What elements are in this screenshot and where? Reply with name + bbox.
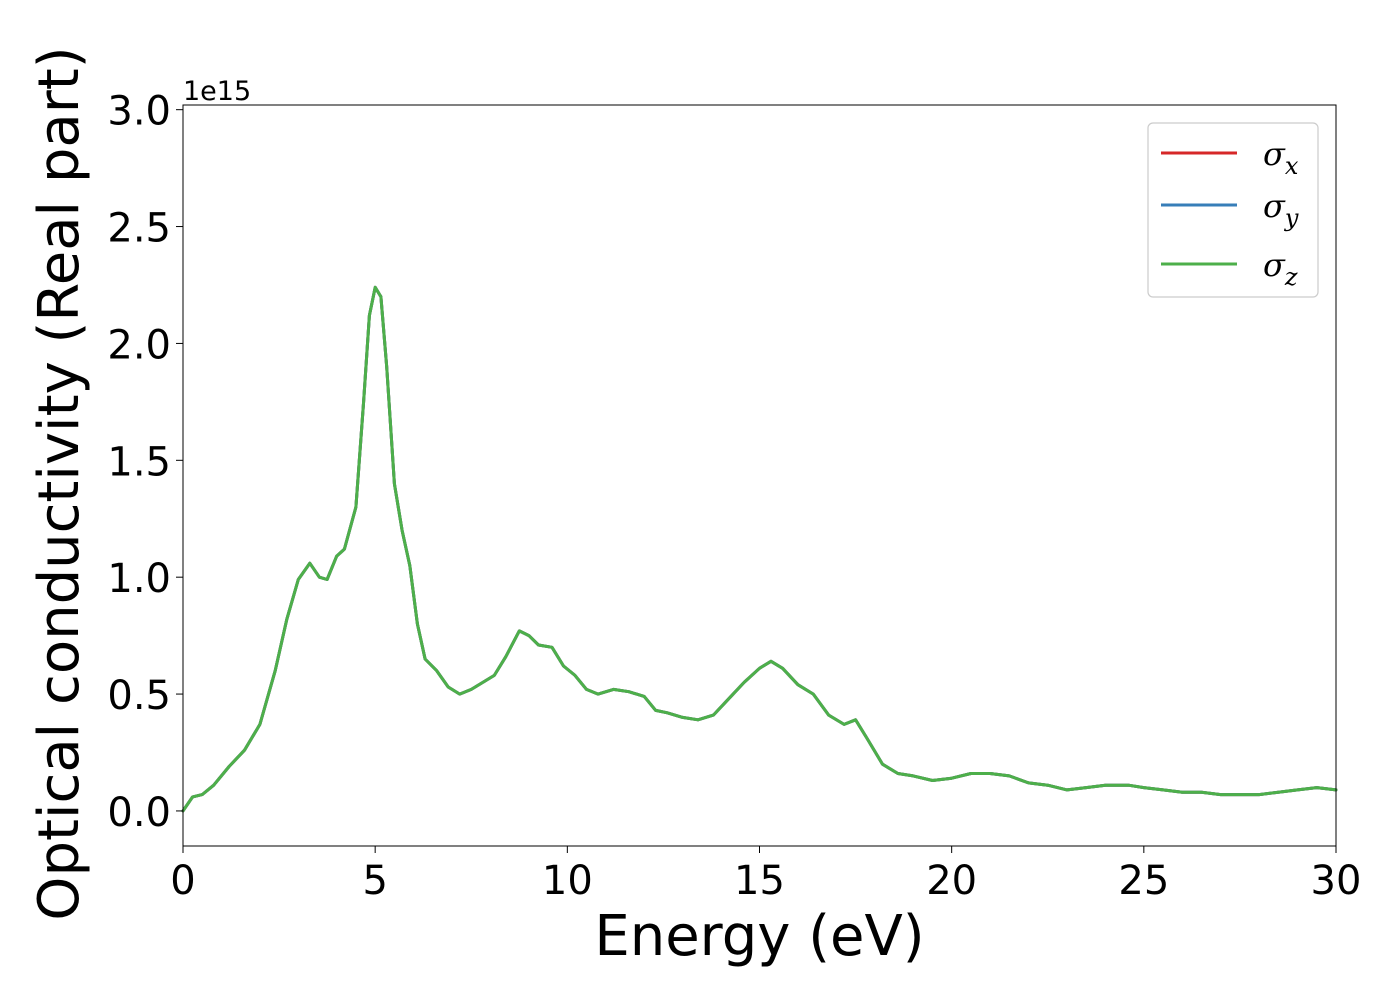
legend-label-x: σx <box>1263 135 1299 180</box>
x-tick-label: 10 <box>542 858 593 904</box>
y-tick-label: 0.5 <box>107 673 171 719</box>
y-offset-label: 1e15 <box>183 76 251 107</box>
series-line-2 <box>181 285 1338 813</box>
series-layer <box>181 285 1338 813</box>
x-axis: 0 5 10 15 20 25 30 <box>170 846 1361 904</box>
legend-box <box>1147 122 1319 298</box>
x-axis-title: Energy (eV) <box>594 904 924 969</box>
x-tick-label: 0 <box>170 858 195 904</box>
x-tick-label: 15 <box>734 858 785 904</box>
y-axis-title: Optical conductivity (Real part) <box>27 46 92 920</box>
legend-label-y: σy <box>1263 187 1299 232</box>
y-tick-label: 0.0 <box>107 790 171 836</box>
x-tick-label: 25 <box>1118 858 1169 904</box>
y-tick-label: 2.5 <box>107 206 171 252</box>
x-tick-label: 30 <box>1311 858 1362 904</box>
y-tick-label: 2.0 <box>107 322 171 368</box>
legend: σx σy σz <box>1147 122 1319 298</box>
y-tick-label: 1.0 <box>107 556 171 602</box>
y-tick-label: 3.0 <box>107 89 171 135</box>
legend-label-z: σz <box>1263 246 1298 291</box>
x-tick-label: 20 <box>926 858 977 904</box>
x-tick-label: 5 <box>362 858 387 904</box>
y-axis: 0.0 0.5 1.0 1.5 2.0 2.5 3.0 <box>107 89 183 836</box>
y-tick-label: 1.5 <box>107 439 171 485</box>
